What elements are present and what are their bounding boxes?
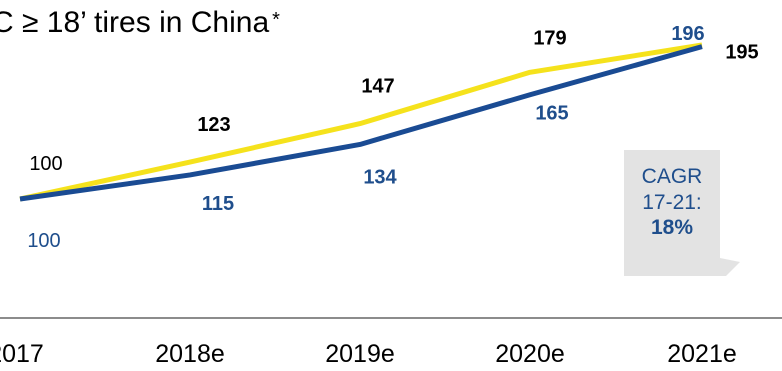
- x-axis-line: [0, 317, 782, 319]
- cagr-value: 18%: [650, 216, 694, 240]
- data-label-blue-2019e: 134: [363, 166, 397, 188]
- data-label-yellow-2019e: 147: [361, 76, 394, 98]
- series-line-blue: [19, 44, 703, 202]
- cagr-callout: CAGR 17-21: 18%: [624, 152, 720, 276]
- series-yellow-data-labels: 100 123 147 179 196: [29, 23, 704, 175]
- cagr-box-background: [624, 150, 740, 276]
- data-label-yellow-2017: 100: [29, 153, 62, 175]
- series-line-yellow: [19, 42, 703, 202]
- series-blue-data-labels: 100 115 134 165 195: [27, 42, 758, 252]
- data-label-blue-2018e: 115: [202, 193, 234, 215]
- cagr-label: CAGR: [641, 165, 703, 188]
- data-label-yellow-2018e: 123: [197, 114, 230, 136]
- data-label-blue-2017: 100: [27, 230, 60, 252]
- x-axis-tick-labels: 2017 2018e 2019e 2020e 2021e: [0, 340, 737, 368]
- x-tick-2017: 2017: [0, 340, 44, 368]
- footnote-marker: *: [272, 9, 280, 31]
- x-tick-2018e: 2018e: [155, 340, 225, 368]
- data-label-blue-2020e: 165: [535, 103, 568, 125]
- data-label-blue-2021e: 195: [725, 42, 758, 64]
- chart-title-text: C ≥ 18’ tires in China: [0, 6, 270, 39]
- cagr-period: 17-21:: [642, 190, 702, 214]
- data-label-yellow-2020e: 179: [533, 27, 566, 49]
- x-tick-2019e: 2019e: [325, 340, 395, 368]
- x-tick-2021e: 2021e: [667, 340, 737, 368]
- data-label-yellow-2021e: 196: [671, 23, 704, 45]
- chart-title: C ≥ 18’ tires in China *: [0, 6, 280, 40]
- x-tick-2020e: 2020e: [495, 340, 565, 368]
